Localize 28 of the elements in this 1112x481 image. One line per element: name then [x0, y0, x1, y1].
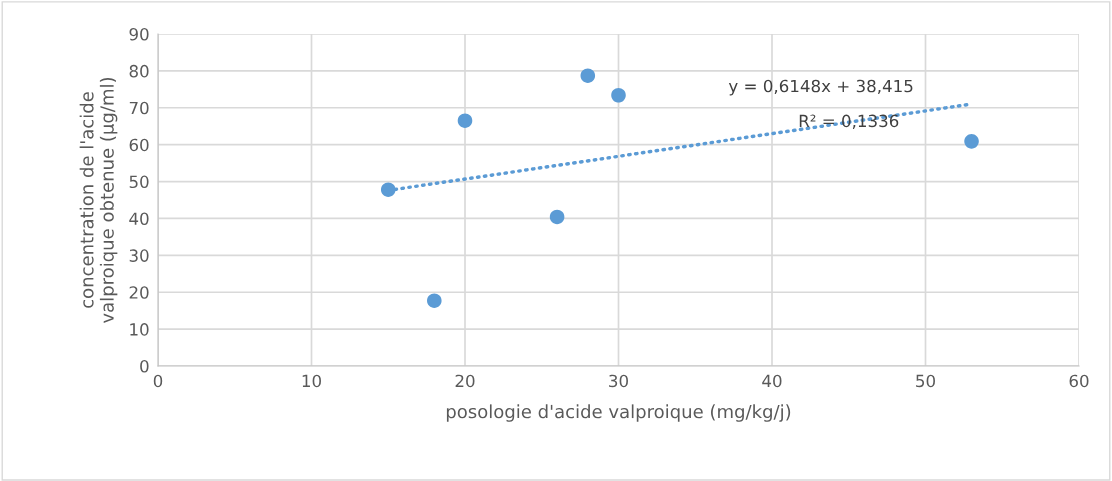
- y-tick-label: 70: [129, 101, 149, 115]
- y-tick-label: 80: [129, 64, 149, 78]
- y-tick-label: 90: [129, 27, 149, 41]
- x-tick-label: 50: [916, 374, 935, 388]
- x-tick-label: 0: [153, 374, 163, 388]
- x-tick-label: 30: [609, 374, 628, 388]
- point: [611, 87, 626, 103]
- x-tick-label: 20: [455, 374, 475, 388]
- y-tick-label: 30: [129, 249, 149, 262]
- point: [549, 209, 565, 225]
- x-tick-label: 40: [762, 374, 782, 388]
- x-tick-label: 10: [302, 374, 321, 388]
- y-tick-label: 10: [130, 323, 149, 336]
- point: [580, 68, 596, 83]
- point: [457, 113, 473, 128]
- y-tick-label: 40: [129, 212, 149, 226]
- point: [427, 293, 442, 308]
- x-axis-title: posologie d'acide valproique (mg/kg/j): [446, 404, 791, 422]
- annotation: y = 0,6148x + 38,415: [728, 79, 913, 96]
- x-tick-label: 60: [1069, 374, 1089, 388]
- y-tick-label: 0: [140, 359, 149, 373]
- y-tick-label: 20: [129, 286, 149, 299]
- y-axis-title: concentration de l'acide valproique obtenue (µg/ml): [79, 77, 118, 324]
- point: [380, 182, 396, 197]
- y-tick-label: 50: [129, 175, 149, 189]
- point: [964, 134, 979, 149]
- y-tick-label: 60: [129, 138, 149, 152]
- annotation: R² = 0,1336: [799, 114, 899, 129]
